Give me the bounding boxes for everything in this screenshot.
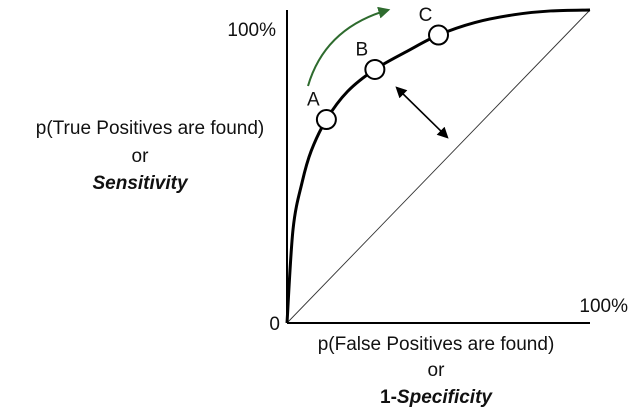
roc-point-a [315, 109, 337, 131]
roc-point-c [428, 24, 449, 46]
x-axis-title-emphasis: Specificity [396, 387, 492, 408]
origin-label: 0 [269, 314, 280, 335]
x-axis-title-prefix: 1- [380, 387, 397, 408]
roc-point-b [364, 58, 386, 80]
y-axis-top-label: 100% [227, 20, 276, 41]
y-axis-title-line2: or [131, 146, 149, 167]
x-axis-title-line3: 1-Specificity [286, 386, 586, 410]
roc-point-label-b: B [356, 39, 369, 60]
x-axis-title-line1: p(False Positives are found) [317, 334, 555, 355]
x-axis-title-line2: or [427, 360, 445, 381]
distance-arrow [395, 86, 449, 139]
x-axis-end-label: 100% [579, 296, 628, 317]
roc-point-label-a: A [307, 90, 320, 111]
y-axis-title-line1: p(True Positives are found) [35, 118, 265, 139]
improvement-arrow [307, 6, 391, 87]
y-axis-title-emphasis: Sensitivity [92, 173, 188, 194]
chance-diagonal [286, 9, 591, 324]
roc-point-label-c: C [419, 5, 433, 26]
